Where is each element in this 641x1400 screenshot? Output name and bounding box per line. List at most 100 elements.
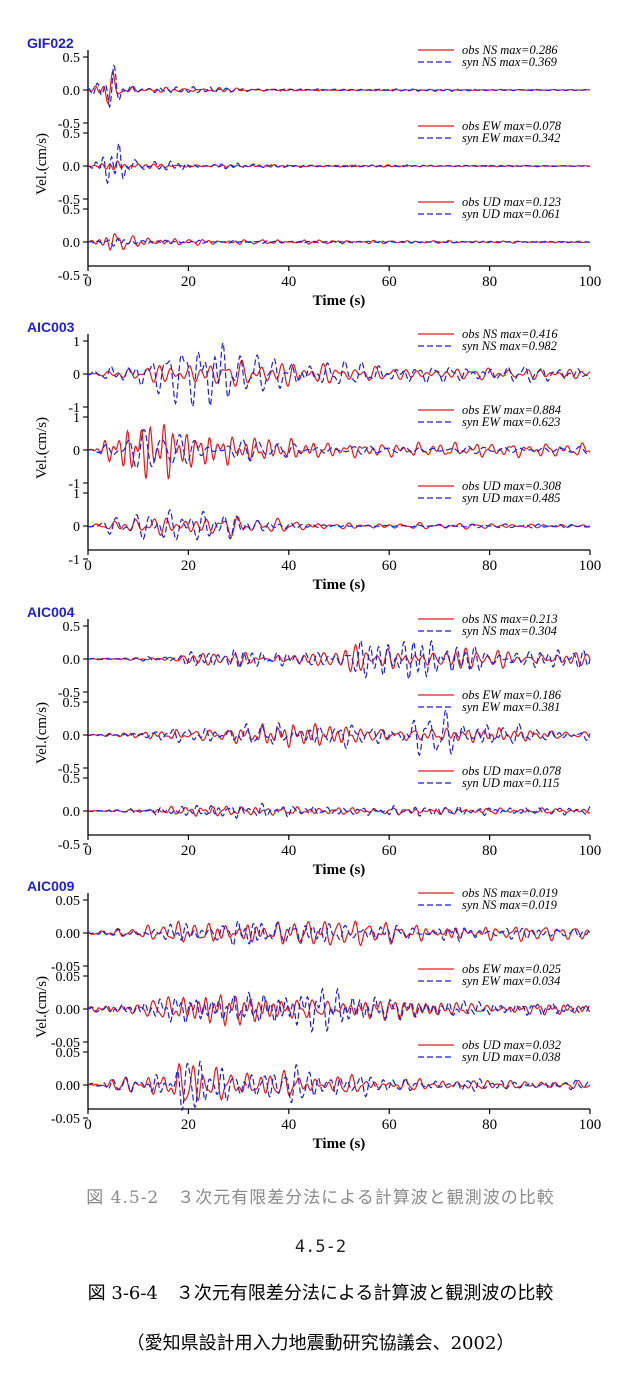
- y-tick-label: 0.05: [56, 970, 81, 985]
- source-caption: （愛知県設計用入力地震動研究協議会、2002）: [126, 1333, 515, 1354]
- y-tick-label: -0.5: [58, 193, 80, 208]
- legend-syn-label: syn NS max=0.304: [462, 624, 557, 638]
- syn-trace: [87, 919, 591, 947]
- x-tick-label: 100: [579, 558, 602, 574]
- x-tick-label: 80: [482, 274, 497, 290]
- legend-obs-label: obs EW max=0.884: [462, 403, 561, 417]
- page-number: 4.5-2: [294, 1237, 347, 1257]
- x-tick-label: 60: [382, 558, 397, 574]
- legend-syn-label: syn UD max=0.038: [462, 1050, 561, 1064]
- x-tick-label: 40: [281, 1117, 296, 1133]
- y-tick-label: 1: [73, 335, 80, 350]
- x-tick-label: 100: [579, 1117, 602, 1133]
- legend-syn-label: syn EW max=0.623: [462, 415, 560, 429]
- obs-trace: [87, 359, 591, 387]
- y-tick-label: -1: [68, 553, 80, 568]
- legend-obs-label: obs EW max=0.186: [462, 688, 562, 702]
- x-tick-label: 60: [382, 274, 397, 290]
- y-tick-label: 0.00: [56, 927, 81, 942]
- x-tick-label: 20: [181, 1117, 196, 1133]
- y-tick-label: 0.05: [56, 1046, 81, 1061]
- y-tick-label: 0.05: [56, 894, 81, 909]
- syn-trace: [87, 1060, 591, 1112]
- x-tick-label: 40: [281, 558, 296, 574]
- x-tick-label: 60: [382, 1117, 397, 1133]
- y-tick-label: 0.00: [56, 1079, 81, 1094]
- x-tick-label: 40: [281, 274, 296, 290]
- syn-trace: [87, 141, 590, 185]
- y-tick-label: 0.5: [63, 51, 81, 66]
- y-tick-label: 0.5: [63, 772, 81, 787]
- legend-syn-label: syn EW max=0.342: [462, 131, 560, 145]
- syn-trace: [87, 428, 591, 469]
- y-axis-label: Vel.(cm/s): [34, 976, 50, 1038]
- legend-obs-label: obs UD max=0.123: [462, 195, 561, 209]
- obs-trace: [87, 920, 591, 947]
- y-tick-label: -0.05: [51, 1036, 80, 1051]
- syn-trace: [87, 64, 591, 109]
- legend-obs-label: obs EW max=0.078: [462, 119, 562, 133]
- syn-trace: [87, 238, 591, 247]
- y-tick-label: -0.5: [58, 686, 80, 701]
- legend-obs-label: obs NS max=0.213: [462, 612, 558, 626]
- legend-obs-label: obs UD max=0.078: [462, 764, 562, 778]
- station-title: AIC009: [27, 878, 75, 894]
- syn-trace: [87, 708, 591, 757]
- x-tick-label: 100: [579, 274, 602, 290]
- y-tick-label: 0.0: [63, 729, 81, 744]
- legend-syn-label: syn NS max=0.982: [462, 339, 557, 353]
- legend-obs-label: obs UD max=0.308: [462, 479, 562, 493]
- x-tick-label: 0: [84, 558, 92, 574]
- legend-obs-label: obs NS max=0.019: [462, 886, 558, 900]
- y-tick-label: -0.5: [58, 838, 80, 853]
- seismogram-panel: AIC009 0 20 40 60 80 100 Time (s) Vel.(cm/s) 0.05…: [27, 878, 601, 1152]
- obs-trace: [88, 424, 591, 480]
- faded-caption: 図 4.5-2 ３次元有限差分法による計算波と観測波の比較: [86, 1188, 555, 1208]
- obs-trace: [87, 160, 591, 171]
- figure-caption: 図 3-6-4 ３次元有限差分法による計算波と観測波の比較: [87, 1283, 554, 1304]
- x-tick-label: 80: [482, 558, 497, 574]
- x-tick-label: 20: [181, 843, 196, 859]
- legend-syn-label: syn UD max=0.115: [462, 776, 559, 790]
- x-tick-label: 20: [181, 274, 196, 290]
- x-tick-label: 0: [84, 274, 92, 290]
- x-tick-label: 100: [579, 843, 602, 859]
- x-tick-label: 40: [281, 843, 296, 859]
- y-tick-label: -0.05: [51, 960, 80, 975]
- syn-trace: [87, 987, 591, 1033]
- y-tick-label: 1: [73, 487, 80, 502]
- y-tick-label: -0.5: [58, 269, 80, 284]
- y-tick-label: 0: [73, 444, 80, 459]
- station-title: GIF022: [27, 35, 74, 51]
- y-tick-label: 0: [73, 520, 80, 535]
- x-tick-label: 0: [84, 1117, 92, 1133]
- x-tick-label: 60: [382, 843, 397, 859]
- y-tick-label: 0.0: [63, 84, 81, 99]
- syn-trace: [87, 340, 591, 409]
- y-tick-label: 0.5: [63, 620, 81, 635]
- y-tick-label: 0.5: [63, 127, 81, 142]
- y-axis-label: Vel.(cm/s): [34, 417, 50, 479]
- obs-trace: [87, 993, 591, 1028]
- obs-trace: [88, 722, 591, 749]
- legend-obs-label: obs UD max=0.032: [462, 1038, 561, 1052]
- y-tick-label: 1: [73, 411, 80, 426]
- legend-syn-label: syn EW max=0.034: [462, 974, 560, 988]
- x-tick-label: 20: [181, 558, 196, 574]
- y-axis-label: Vel.(cm/s): [34, 702, 50, 764]
- legend-syn-label: syn UD max=0.485: [462, 491, 560, 505]
- y-tick-label: 0.5: [63, 696, 81, 711]
- legend-obs-label: obs NS max=0.286: [462, 43, 558, 57]
- legend-obs-label: obs NS max=0.416: [462, 327, 558, 341]
- x-axis-label: Time (s): [313, 293, 366, 309]
- syn-trace: [87, 802, 591, 819]
- y-tick-label: 0.0: [63, 805, 81, 820]
- x-tick-label: 0: [84, 843, 92, 859]
- legend-syn-label: syn EW max=0.381: [462, 700, 560, 714]
- y-tick-label: -1: [68, 477, 80, 492]
- x-axis-label: Time (s): [313, 1136, 366, 1152]
- y-tick-label: -0.05: [51, 1112, 80, 1127]
- obs-trace: [87, 1062, 591, 1102]
- station-title: AIC004: [27, 604, 75, 620]
